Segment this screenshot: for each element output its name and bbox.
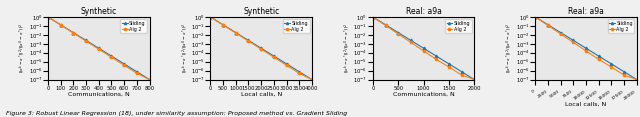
Legend: Sliding, Alg 2: Sliding, Alg 2 [283, 19, 310, 33]
Title: Synthetic: Synthetic [81, 7, 117, 16]
Alg 2 [257, 48, 265, 50]
Alg 2 [369, 16, 377, 18]
Alg 2 [557, 33, 564, 35]
Alg 2 [95, 48, 102, 50]
Sliding [95, 48, 102, 49]
Alg 2 [582, 50, 590, 52]
X-axis label: Local calls, N: Local calls, N [565, 102, 607, 107]
Sliding [133, 71, 141, 72]
Sliding [394, 32, 402, 33]
Alg 2 [470, 79, 478, 80]
Y-axis label: $||x^k - x^*||^2 / ||x^0 - x^*||^2$: $||x^k - x^*||^2 / ||x^0 - x^*||^2$ [505, 23, 515, 73]
Sliding [244, 40, 252, 41]
Sliding [70, 32, 77, 33]
Alg 2 [433, 59, 440, 60]
Y-axis label: $||x^k - x^*||^2 / ||x^0 - x^*||^2$: $||x^k - x^*||^2 / ||x^0 - x^*||^2$ [18, 23, 27, 73]
Alg 2 [308, 79, 316, 80]
Sliding [270, 55, 278, 57]
Sliding [557, 32, 564, 33]
Sliding [531, 16, 539, 18]
Alg 2 [232, 32, 239, 34]
Alg 2 [82, 40, 90, 42]
Alg 2 [595, 59, 603, 60]
Sliding [44, 16, 52, 18]
Sliding [257, 48, 265, 49]
Title: Real: a9a: Real: a9a [406, 7, 442, 16]
Title: Real: a9a: Real: a9a [568, 7, 604, 16]
Sliding [544, 24, 552, 26]
Legend: Sliding, Alg 2: Sliding, Alg 2 [445, 19, 472, 33]
Alg 2 [207, 16, 214, 18]
Alg 2 [44, 16, 52, 18]
Alg 2 [146, 79, 154, 80]
Sliding [607, 63, 615, 65]
Sliding [433, 55, 440, 57]
Sliding [57, 24, 65, 26]
Line: Alg 2: Alg 2 [371, 16, 476, 81]
Alg 2 [57, 24, 65, 26]
Line: Alg 2: Alg 2 [47, 16, 151, 81]
Line: Sliding: Sliding [209, 16, 314, 81]
Alg 2 [120, 65, 128, 66]
Sliding [458, 71, 465, 72]
Title: Synthetic: Synthetic [243, 7, 279, 16]
Line: Alg 2: Alg 2 [534, 16, 638, 81]
Sliding [407, 40, 415, 41]
Alg 2 [407, 42, 415, 43]
Alg 2 [133, 73, 141, 74]
Line: Sliding: Sliding [534, 16, 638, 81]
Alg 2 [570, 42, 577, 43]
Sliding [582, 48, 590, 49]
Alg 2 [544, 25, 552, 26]
Line: Alg 2: Alg 2 [209, 16, 314, 81]
Alg 2 [607, 66, 615, 68]
Sliding [381, 24, 389, 26]
Sliding [82, 40, 90, 41]
Sliding [308, 79, 316, 80]
Alg 2 [220, 24, 227, 26]
Legend: Sliding, Alg 2: Sliding, Alg 2 [607, 19, 634, 33]
Alg 2 [270, 57, 278, 58]
Sliding [146, 79, 154, 80]
Alg 2 [296, 73, 303, 74]
Alg 2 [108, 57, 115, 58]
Alg 2 [633, 79, 640, 80]
Legend: Sliding, Alg 2: Sliding, Alg 2 [120, 19, 147, 33]
X-axis label: Communications, N: Communications, N [393, 92, 454, 97]
Alg 2 [445, 66, 453, 68]
Text: Figure 3: Robust Linear Regression (18), under similarity assumption: Proposed m: Figure 3: Robust Linear Regression (18),… [6, 111, 348, 116]
Alg 2 [458, 74, 465, 76]
Sliding [369, 16, 377, 18]
Alg 2 [531, 16, 539, 18]
Y-axis label: $||x^k - x^*||^2 / ||x^0 - x^*||^2$: $||x^k - x^*||^2 / ||x^0 - x^*||^2$ [342, 23, 352, 73]
Line: Sliding: Sliding [371, 16, 476, 81]
Sliding [633, 79, 640, 80]
Sliding [296, 71, 303, 72]
Sliding [595, 55, 603, 57]
Line: Sliding: Sliding [47, 16, 151, 81]
Alg 2 [283, 65, 291, 66]
X-axis label: Communications, N: Communications, N [68, 92, 130, 97]
Sliding [108, 55, 115, 57]
Alg 2 [620, 74, 628, 76]
Alg 2 [394, 33, 402, 35]
Sliding [620, 71, 628, 72]
Sliding [445, 63, 453, 65]
Y-axis label: $||x^k - x^*||^2 / ||x^0 - x^*||^2$: $||x^k - x^*||^2 / ||x^0 - x^*||^2$ [180, 23, 189, 73]
Sliding [232, 32, 239, 33]
Sliding [283, 63, 291, 65]
Alg 2 [420, 50, 428, 52]
Sliding [220, 24, 227, 26]
Sliding [120, 63, 128, 65]
Sliding [470, 79, 478, 80]
Alg 2 [244, 40, 252, 42]
Sliding [570, 40, 577, 41]
Sliding [420, 48, 428, 49]
Sliding [207, 16, 214, 18]
Alg 2 [381, 25, 389, 26]
X-axis label: Local calls, N: Local calls, N [241, 92, 282, 97]
Alg 2 [70, 32, 77, 34]
